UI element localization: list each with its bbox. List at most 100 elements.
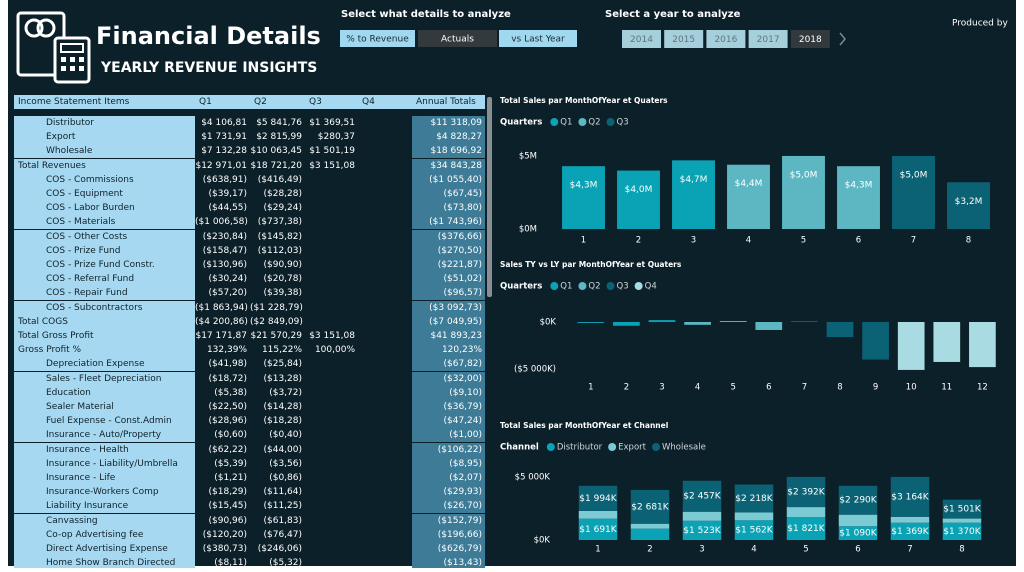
details-button-label: % to Revenue xyxy=(346,35,409,45)
row-label: Insurance - Life xyxy=(14,471,195,485)
table-value: ($8,95) xyxy=(412,456,485,471)
bar-segment xyxy=(890,476,930,517)
logo-icon xyxy=(16,11,91,84)
x-tick-label: 1 xyxy=(588,383,593,393)
next-arrow[interactable] xyxy=(839,32,846,46)
details-label: Select what details to analyze xyxy=(341,9,511,20)
table-value: $3 151,08 xyxy=(309,331,355,341)
data-label: $2 457K xyxy=(683,492,721,502)
table-value: ($0,60) xyxy=(214,430,247,441)
row-label: Depreciation Expense xyxy=(14,357,195,372)
y-tick-label: $5M xyxy=(519,151,537,161)
year-button[interactable] xyxy=(748,30,788,48)
table-value: ($112,03) xyxy=(257,245,302,256)
produced-by: Produced by xyxy=(952,19,1008,29)
bar xyxy=(755,321,783,330)
table-value: ($76,47) xyxy=(263,529,302,540)
table-value: ($15,45) xyxy=(208,501,247,512)
table-value: ($14,28) xyxy=(263,402,302,412)
row-label: Direct Advertising Expense xyxy=(14,542,195,556)
row-label: COS - Materials xyxy=(14,215,195,230)
details-button[interactable] xyxy=(499,30,577,47)
bar xyxy=(969,321,996,368)
x-tick-label: 8 xyxy=(837,383,842,393)
bar xyxy=(684,321,711,325)
table-value: ($8,11) xyxy=(214,558,247,568)
table-value: ($7 049,95) xyxy=(412,314,485,329)
data-label: $2 392K xyxy=(787,488,825,498)
bar-segment xyxy=(578,518,618,540)
x-tick-label: 2 xyxy=(647,545,652,555)
table-value: ($20,78) xyxy=(263,274,302,285)
row-label: Distributor xyxy=(14,116,195,130)
table-header: Q1 xyxy=(195,95,250,109)
bar-segment xyxy=(786,476,826,508)
year-button[interactable] xyxy=(790,30,830,48)
table-value: ($145,82) xyxy=(257,231,302,242)
details-button[interactable] xyxy=(418,30,497,47)
table-value: ($737,38) xyxy=(257,217,302,228)
table-value: ($44,00) xyxy=(263,444,302,455)
x-tick-label: 8 xyxy=(959,545,964,555)
x-tick-label: 4 xyxy=(751,545,756,555)
table-value: $3 151,08 xyxy=(309,160,355,171)
table-value: ($30,24) xyxy=(208,274,247,285)
table-value: ($221,87) xyxy=(412,258,485,272)
legend-label: Distributor xyxy=(557,443,603,453)
x-tick-label: 1 xyxy=(581,236,586,246)
bar xyxy=(837,166,880,229)
details-button[interactable] xyxy=(340,30,415,47)
bar-segment xyxy=(890,522,930,540)
row-label: COS - Prize Fund Constr. xyxy=(14,258,195,272)
table-value: $41 893,23 xyxy=(412,329,485,343)
x-tick-label: 5 xyxy=(801,236,806,246)
legend-marker xyxy=(608,443,617,451)
bar-segment xyxy=(682,520,722,540)
year-button[interactable] xyxy=(706,30,746,48)
table-value: $2 815,99 xyxy=(256,132,302,143)
data-label: $2 681K xyxy=(631,502,669,512)
table-value: ($39,17) xyxy=(208,189,247,199)
x-tick-label: 4 xyxy=(695,383,700,393)
data-label: $1 691K xyxy=(579,525,617,535)
x-tick-label: 9 xyxy=(873,383,878,393)
legend-marker xyxy=(546,443,555,451)
legend-marker xyxy=(606,118,615,126)
table-value: ($1 006,58) xyxy=(195,217,248,228)
table-value: $21 570,29 xyxy=(250,331,302,341)
bar xyxy=(782,155,825,229)
y-tick-label: ($5 000K) xyxy=(514,364,556,374)
x-tick-label: 6 xyxy=(855,545,860,555)
row-label: Export xyxy=(14,130,195,145)
table-value: ($120,20) xyxy=(202,529,247,540)
bar-segment xyxy=(682,480,722,512)
table-value: ($73,80) xyxy=(412,201,485,216)
bar xyxy=(648,320,676,322)
table-value: ($376,66) xyxy=(412,229,485,244)
table-header: Income Statement Items xyxy=(14,95,195,109)
table-value: ($13,43) xyxy=(412,556,485,568)
year-button[interactable] xyxy=(622,30,661,48)
bar-segment xyxy=(786,517,826,540)
legend-marker xyxy=(606,282,615,290)
table-header: Q3 xyxy=(305,95,358,109)
row-label: Insurance - Auto/Property xyxy=(14,428,195,443)
table-header: Q2 xyxy=(250,95,305,109)
table-value: ($47,24) xyxy=(412,414,485,429)
legend-marker xyxy=(550,282,559,290)
table-value: $18 696,92 xyxy=(412,144,485,159)
year-button[interactable] xyxy=(664,30,704,48)
table-value: ($13,28) xyxy=(263,373,302,384)
bar-segment xyxy=(630,523,670,529)
data-label: $1 370K xyxy=(943,527,981,537)
table-value: 120,23% xyxy=(412,343,485,358)
x-tick-label: 3 xyxy=(699,545,704,555)
table-header: Q4 xyxy=(358,95,412,109)
legend-marker xyxy=(578,282,587,290)
table-value: ($36,79) xyxy=(412,400,485,414)
data-label: $1 821K xyxy=(787,524,825,534)
row-label: Sealer Material xyxy=(14,400,195,414)
x-tick-label: 7 xyxy=(907,545,912,555)
row-label: Liability Insurance xyxy=(14,499,195,514)
